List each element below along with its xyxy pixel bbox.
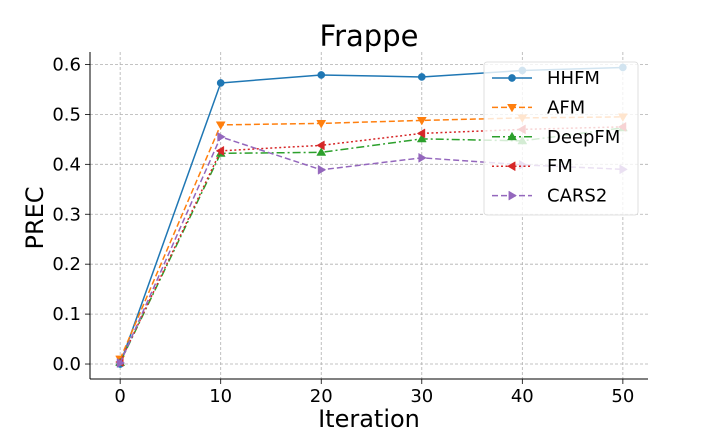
data-point-hhfm xyxy=(317,71,326,79)
data-point-afm xyxy=(316,119,327,129)
data-point-cars2 xyxy=(217,131,226,142)
data-point-cars2 xyxy=(116,358,126,368)
y-axis-label: PREC xyxy=(21,186,49,249)
data-point-cars2 xyxy=(418,152,427,163)
data-point-afm xyxy=(215,121,226,130)
data-point-hhfm xyxy=(216,79,225,87)
legend-marker-cars2 xyxy=(508,190,517,201)
legend-label-deepfm: DeepFM xyxy=(547,127,620,148)
data-point-fm xyxy=(215,145,225,156)
y-tick-label: 0.1 xyxy=(52,304,81,325)
x-tick-label: 20 xyxy=(310,386,333,407)
data-point-cars2 xyxy=(317,164,327,175)
legend-box xyxy=(483,61,639,216)
legend-label-fm: FM xyxy=(547,156,573,177)
series-line-fm xyxy=(119,126,623,363)
data-point-fm xyxy=(316,140,325,151)
data-point-deepfm xyxy=(416,133,427,143)
x-axis-label: Iteration xyxy=(318,405,420,432)
y-tick-label: 0.5 xyxy=(52,104,81,125)
legend-marker-afm xyxy=(507,104,517,113)
x-tick-label: 40 xyxy=(511,386,534,407)
legend-label-hhfm: HHFM xyxy=(547,68,600,89)
x-tick-label: 10 xyxy=(209,386,232,407)
x-tick-label: 30 xyxy=(410,386,433,407)
y-tick-label: 0.2 xyxy=(52,254,81,275)
x-tick-label: 50 xyxy=(611,386,634,407)
chart-title: Frappe xyxy=(320,19,419,53)
legend-label-afm: AFM xyxy=(547,97,585,118)
data-point-fm xyxy=(416,128,426,139)
x-tick-label: 0 xyxy=(114,386,125,407)
data-point-deepfm xyxy=(316,147,327,156)
data-point-afm xyxy=(416,116,427,126)
y-tick-label: 0.6 xyxy=(52,54,81,75)
legend-label-cars2: CARS2 xyxy=(547,186,607,207)
y-tick-label: 0.4 xyxy=(52,154,81,175)
data-point-hhfm xyxy=(417,73,426,81)
legend-marker-deepfm xyxy=(507,131,517,141)
legend-marker-fm xyxy=(507,161,516,172)
legend-marker-hhfm xyxy=(508,74,516,82)
y-tick-label: 0.3 xyxy=(52,204,81,225)
y-tick-label: 0.0 xyxy=(52,354,81,375)
series-line-afm xyxy=(119,116,623,360)
axes: 0 10 20 30 40 50 0.0 0.1 0.2 0.3 0.4 0.5 0.6 xyxy=(52,52,648,407)
legend: HHFM AFM DeepFM FM CARS2 xyxy=(483,61,639,216)
